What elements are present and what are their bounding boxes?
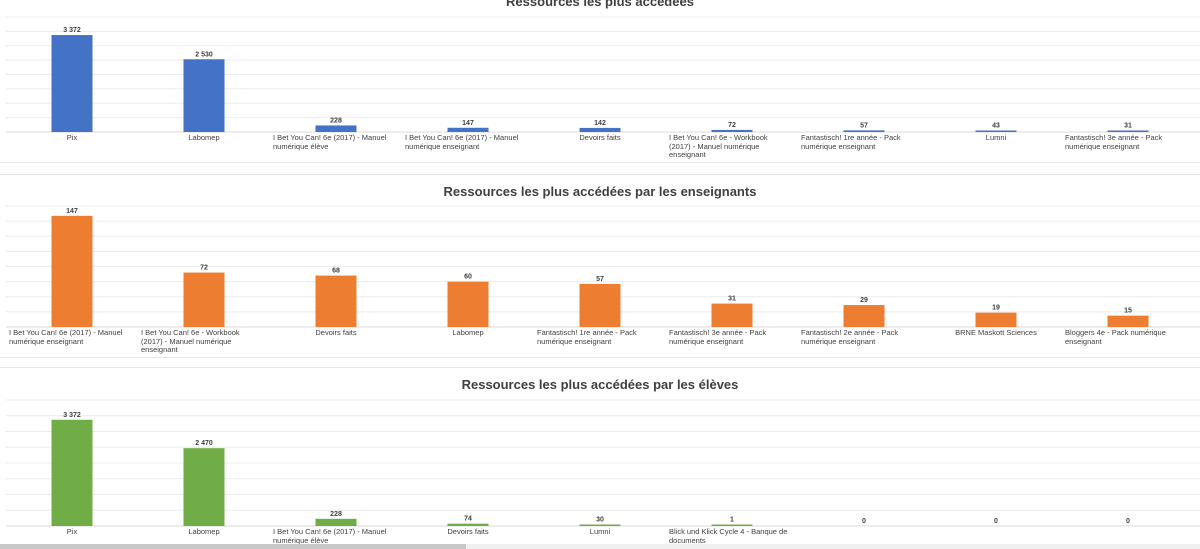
category-label: Fantastisch! 3e année - Pack numérique e…: [669, 328, 767, 346]
category-label: I Bet You Can! 6e (2017) - Manuel numéri…: [273, 527, 387, 545]
chart-2-plot: 3 372 2 470 228 74 30 1 0 0 0: [6, 399, 1200, 527]
data-label: 2 470: [195, 440, 213, 447]
data-label: 228: [330, 117, 342, 124]
bar: [579, 127, 621, 132]
chart-title: Ressources les plus accédées par les ens…: [443, 184, 757, 199]
bar: [1107, 130, 1149, 132]
data-label: 31: [728, 296, 736, 303]
bar: [975, 130, 1017, 132]
category-label: Fantastisch! 3e année - Pack numérique e…: [1065, 133, 1163, 151]
panel-divider: [0, 367, 1200, 368]
data-label: 57: [860, 122, 868, 129]
bar: [447, 281, 489, 327]
bar: [51, 419, 93, 526]
data-label: 1: [730, 517, 734, 524]
category-label: Fantastisch! 1re année - Pack numérique …: [537, 328, 637, 346]
category-label: Devoirs faits: [579, 133, 621, 142]
bar: [315, 518, 357, 526]
category-label: BRNE Maskott Sciences: [955, 328, 1037, 337]
category-label: Labomep: [188, 527, 220, 536]
chart-0-plot: 3 372 2 530 228 147 142 72 57 43 31: [6, 16, 1200, 133]
data-label: 147: [66, 208, 78, 215]
category-label: I Bet You Can! 6e (2017) - Manuel numéri…: [405, 133, 519, 151]
bar: [447, 523, 489, 526]
category-label: Bloggers 4e - Pack numérique enseignant: [1065, 328, 1166, 346]
category-label: I Bet You Can! 6e - Workbook (2017) - Ma…: [141, 328, 240, 354]
category-label: I Bet You Can! 6e (2017) - Manuel numéri…: [273, 133, 387, 151]
data-label: 74: [464, 516, 472, 523]
chart-1-plot: 147 72 68 60 57 31 29 19 15: [6, 205, 1200, 328]
chart-title: Ressources les plus accédées: [506, 0, 694, 9]
bar: [315, 275, 357, 327]
data-label: 30: [596, 517, 604, 524]
data-label: 72: [200, 265, 208, 272]
data-label: 15: [1124, 308, 1132, 315]
category-label: Pix: [66, 133, 78, 142]
category-label: I Bet You Can! 6e (2017) - Manuel numéri…: [9, 328, 123, 346]
bar: [843, 130, 885, 132]
category-label: Fantastisch! 1re année - Pack numérique …: [801, 133, 901, 151]
data-label: 147: [462, 120, 474, 127]
category-label: Blick und Klick Cycle 4 - Banque de docu…: [669, 527, 788, 545]
horizontal-scrollbar[interactable]: [0, 544, 1200, 549]
data-label: 142: [594, 120, 606, 127]
bar: [315, 125, 357, 132]
bar: [183, 272, 225, 327]
bar: [711, 129, 753, 132]
category-label: Pix: [66, 527, 78, 536]
chart-most-accessed: Ressources les plus accédées: [0, 0, 1200, 160]
bar: [51, 215, 93, 327]
data-label: 19: [992, 305, 1000, 312]
bar: [183, 59, 225, 133]
chart-most-accessed-teachers: Ressources les plus accédées par les ens…: [443, 184, 757, 199]
category-label: Fantastisch! 2e année - Pack numérique e…: [801, 328, 899, 346]
bar: [711, 524, 753, 526]
data-label: 29: [860, 297, 868, 304]
data-label: 60: [464, 274, 472, 281]
data-label: 0: [1126, 518, 1130, 525]
bar: [579, 524, 621, 526]
chart-title: Ressources les plus accédées par les élè…: [461, 377, 739, 392]
bar: [711, 303, 753, 327]
data-label: 2 530: [195, 51, 213, 58]
bar: [1107, 315, 1149, 327]
data-label: 31: [1124, 123, 1132, 130]
panel-divider: [0, 162, 1200, 163]
bar: [51, 35, 93, 132]
data-label: 228: [330, 511, 342, 518]
data-label: 3 372: [63, 412, 81, 419]
bar: [447, 127, 489, 132]
category-label: Labomep: [188, 133, 220, 142]
data-label: 3 372: [63, 27, 81, 34]
category-label: Devoirs faits: [315, 328, 357, 337]
bar: [579, 283, 621, 327]
data-label: 0: [994, 518, 998, 525]
category-label: Lumni: [589, 527, 611, 536]
category-label: Lumni: [985, 133, 1007, 142]
data-label: 68: [332, 268, 340, 275]
data-label: 72: [728, 122, 736, 129]
bar: [183, 448, 225, 526]
category-label: I Bet You Can! 6e - Workbook (2017) - Ma…: [669, 133, 768, 159]
panel-divider: [0, 174, 1200, 175]
bar: [975, 312, 1017, 327]
data-label: 57: [596, 276, 604, 283]
scrollbar-thumb[interactable]: [0, 544, 466, 549]
data-label: 0: [862, 518, 866, 525]
category-label: Devoirs faits: [447, 527, 489, 536]
bar: [843, 305, 885, 327]
panel-divider: [0, 357, 1200, 358]
data-label: 43: [992, 123, 1000, 130]
category-label: Labomep: [452, 328, 484, 337]
